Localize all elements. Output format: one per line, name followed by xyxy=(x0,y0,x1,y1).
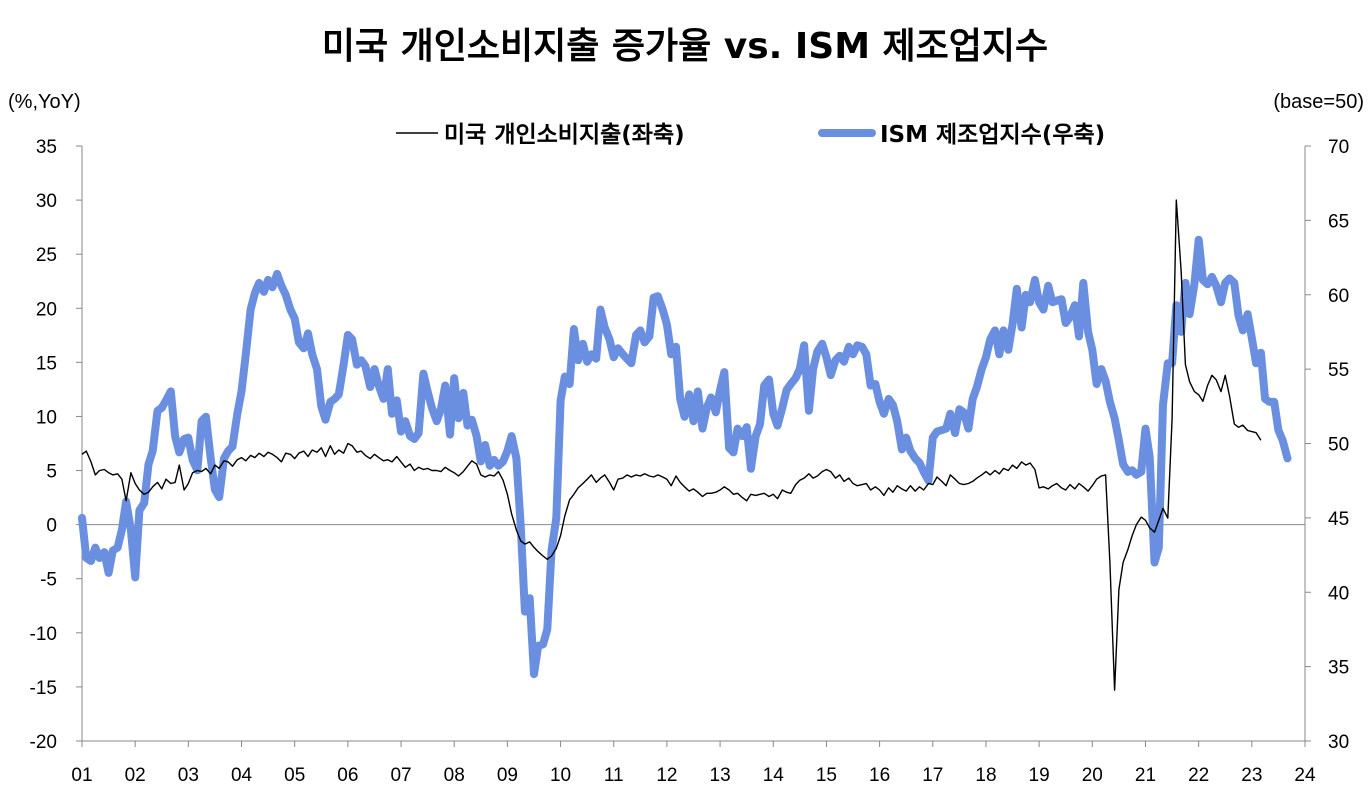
x-tick-label: 10 xyxy=(550,765,571,786)
x-tick-label: 12 xyxy=(656,765,677,786)
pce-growth-line xyxy=(81,199,1262,691)
x-tick-label: 07 xyxy=(390,765,411,786)
right-tick-label: 60 xyxy=(1328,286,1349,307)
x-tick-label: 18 xyxy=(975,765,996,786)
right-tick-label: 50 xyxy=(1328,435,1349,456)
x-tick-label: 22 xyxy=(1188,765,1209,786)
right-tick-label: 45 xyxy=(1328,509,1349,530)
left-tick-label: 20 xyxy=(36,299,57,320)
legend-label-ism: ISM 제조업지수(우축) xyxy=(880,122,1105,148)
series-ism-line xyxy=(78,235,1292,679)
right-tick-label: 40 xyxy=(1328,583,1349,604)
left-tick-label: 0 xyxy=(46,516,57,537)
right-tick-label: 70 xyxy=(1328,137,1349,158)
x-tick-label: 02 xyxy=(125,765,146,786)
x-tick-label: 15 xyxy=(816,765,837,786)
left-axis-unit: (%,YoY) xyxy=(8,91,81,113)
x-tick-label: 08 xyxy=(444,765,465,786)
x-tick-label: 17 xyxy=(922,765,943,786)
left-tick-label: -5 xyxy=(40,570,57,591)
x-tick-label: 06 xyxy=(337,765,358,786)
x-tick-label: 04 xyxy=(231,765,253,786)
right-tick-label: 30 xyxy=(1328,732,1349,753)
left-tick-label: 25 xyxy=(36,245,57,266)
legend: 미국 개인소비지출(좌축) ISM 제조업지수(우축) xyxy=(396,122,1105,148)
series-pce-line xyxy=(81,199,1262,691)
left-tick-label: 10 xyxy=(36,407,57,428)
x-tick-label: 01 xyxy=(71,765,92,786)
chart-title: 미국 개인소비지출 증가율 vs. ISM 제조업지수 xyxy=(322,26,1048,67)
x-tick-label: 09 xyxy=(497,765,518,786)
axes: 35302520151050-5-10-15-20706560555045403… xyxy=(30,137,1350,786)
x-tick-label: 11 xyxy=(604,765,624,786)
left-tick-label: -15 xyxy=(30,678,57,699)
x-tick-label: 13 xyxy=(710,765,731,786)
ism-manufacturing-line xyxy=(78,235,1292,679)
left-tick-label: 30 xyxy=(36,191,57,212)
x-tick-label: 23 xyxy=(1241,765,1262,786)
left-tick-label: -10 xyxy=(30,624,57,645)
x-tick-label: 05 xyxy=(284,765,305,786)
x-tick-label: 03 xyxy=(178,765,199,786)
x-tick-label: 14 xyxy=(763,765,785,786)
right-axis-unit: (base=50) xyxy=(1273,91,1364,113)
x-tick-label: 19 xyxy=(1029,765,1050,786)
x-tick-label: 21 xyxy=(1135,765,1156,786)
x-tick-label: 20 xyxy=(1082,765,1103,786)
left-tick-label: 35 xyxy=(36,137,57,158)
right-tick-label: 35 xyxy=(1328,658,1349,679)
left-tick-label: 5 xyxy=(46,462,57,483)
left-tick-label: 15 xyxy=(36,353,57,374)
x-tick-label: 16 xyxy=(869,765,890,786)
x-tick-label: 24 xyxy=(1294,765,1316,786)
right-tick-label: 65 xyxy=(1328,211,1349,232)
legend-label-pce: 미국 개인소비지출(좌축) xyxy=(444,122,685,148)
left-tick-label: -20 xyxy=(30,732,57,753)
right-tick-label: 55 xyxy=(1328,360,1349,381)
